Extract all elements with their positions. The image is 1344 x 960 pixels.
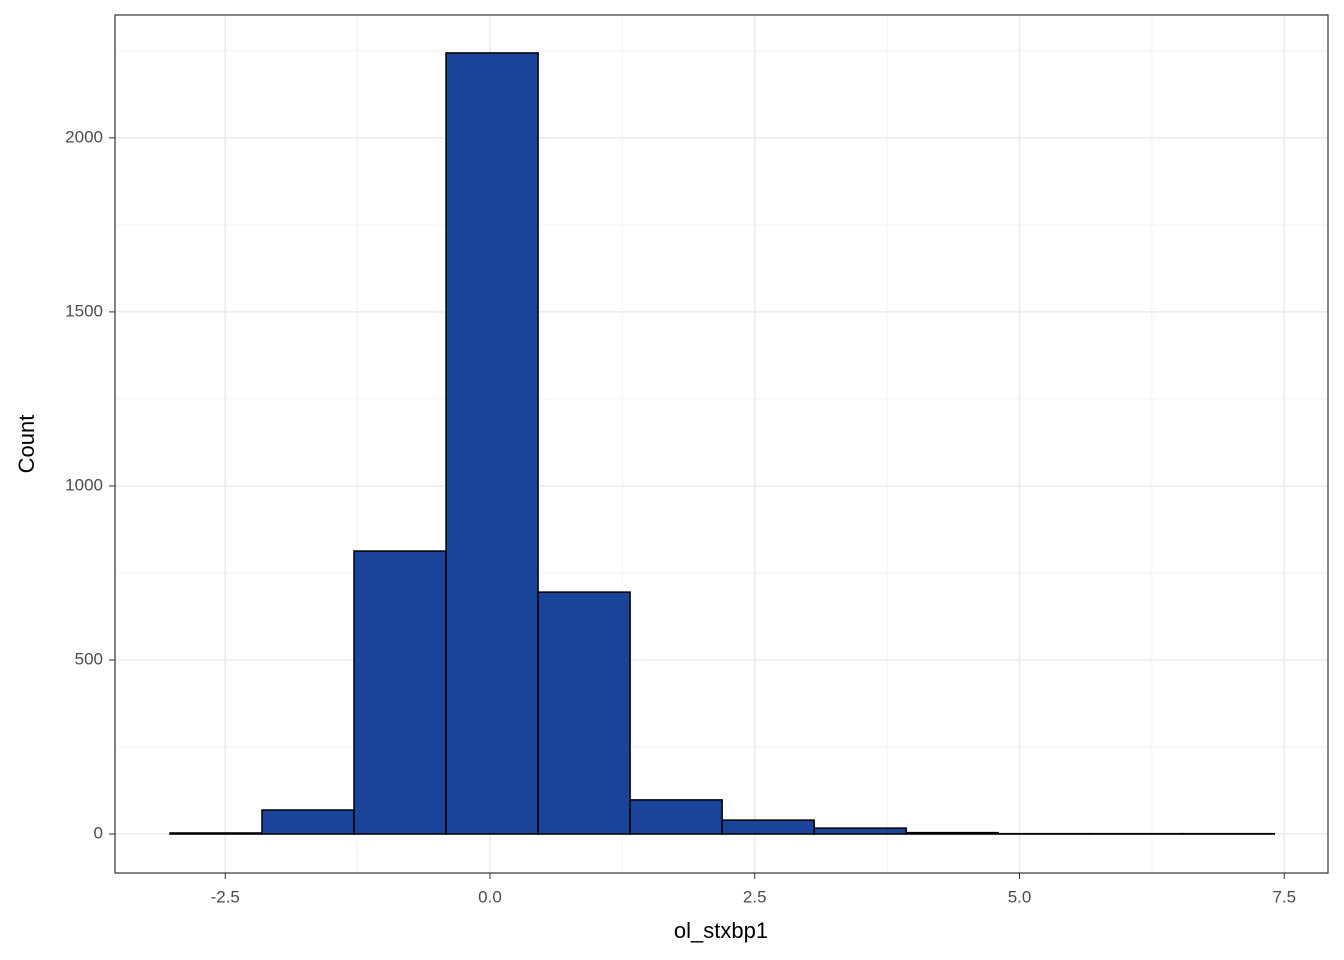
histogram-bar: [353, 550, 447, 835]
y-tick-label: 1500: [65, 301, 103, 320]
histogram-bar: [721, 819, 815, 835]
x-tick-label: 0.0: [478, 887, 502, 906]
x-axis-title: ol_stxbp1: [674, 918, 768, 943]
histogram-bar: [629, 799, 723, 835]
y-axis-title: Count: [14, 415, 39, 474]
histogram-bar: [169, 832, 263, 835]
x-tick-label: 5.0: [1008, 887, 1032, 906]
histogram-bar: [905, 831, 999, 835]
y-tick-label: 0: [94, 824, 103, 843]
histogram-bar: [445, 52, 539, 835]
y-tick-label: 1000: [65, 475, 103, 494]
x-tick-label: 2.5: [743, 887, 767, 906]
y-tick-label: 500: [75, 649, 103, 668]
x-tick-label: 7.5: [1272, 887, 1296, 906]
histogram-bar: [537, 591, 631, 835]
histogram-bar: [813, 827, 907, 835]
x-tick-label: -2.5: [211, 887, 240, 906]
y-tick-label: 2000: [65, 127, 103, 146]
panel-border: [114, 14, 1329, 874]
histogram-bar: [261, 809, 355, 835]
